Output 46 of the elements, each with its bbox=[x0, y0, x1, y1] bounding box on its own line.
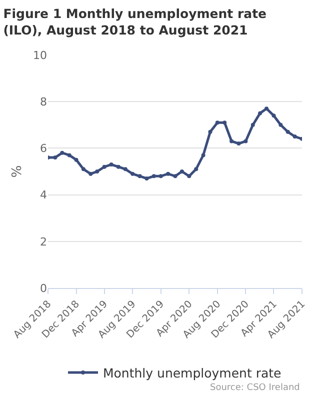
y-tick-label: 0 bbox=[40, 282, 47, 295]
point bbox=[244, 139, 248, 144]
point bbox=[123, 167, 128, 172]
y-tick-label: 6 bbox=[40, 142, 47, 156]
point bbox=[81, 167, 86, 172]
point bbox=[201, 153, 206, 158]
point bbox=[67, 153, 72, 158]
point bbox=[158, 174, 163, 178]
point bbox=[116, 164, 120, 169]
point bbox=[166, 172, 170, 176]
point bbox=[292, 134, 297, 139]
point bbox=[236, 142, 241, 146]
point bbox=[144, 176, 149, 180]
point bbox=[264, 106, 269, 111]
point bbox=[152, 174, 156, 178]
point bbox=[208, 130, 212, 134]
chart-title: Figure 1 Monthly unemployment rate (ILO), August 2018 to August 2021 bbox=[3, 6, 267, 38]
point bbox=[194, 167, 198, 172]
point bbox=[60, 150, 64, 155]
point bbox=[215, 120, 220, 125]
point bbox=[88, 172, 93, 176]
point bbox=[230, 139, 234, 144]
point bbox=[95, 170, 100, 174]
point bbox=[130, 172, 135, 176]
point bbox=[250, 122, 255, 127]
legend-label: Monthly unemployment rate bbox=[103, 365, 282, 380]
point bbox=[286, 130, 290, 134]
y-tick-label: 8 bbox=[40, 95, 47, 108]
y-tick-label: 10 bbox=[33, 48, 47, 62]
y-tick-label: 4 bbox=[40, 188, 47, 202]
point bbox=[102, 164, 106, 169]
point bbox=[109, 162, 114, 167]
point bbox=[138, 174, 142, 178]
source-note: Source: CSO Ireland bbox=[210, 383, 300, 393]
point bbox=[222, 120, 227, 125]
point bbox=[173, 174, 178, 178]
y-axis-title: % bbox=[10, 165, 25, 178]
point bbox=[278, 122, 283, 127]
point bbox=[272, 114, 276, 118]
line-series bbox=[48, 106, 302, 180]
y-tick-label: 2 bbox=[40, 235, 47, 248]
point bbox=[180, 170, 184, 174]
point bbox=[258, 111, 262, 116]
point bbox=[187, 174, 192, 178]
point bbox=[53, 156, 58, 160]
point bbox=[74, 158, 78, 162]
